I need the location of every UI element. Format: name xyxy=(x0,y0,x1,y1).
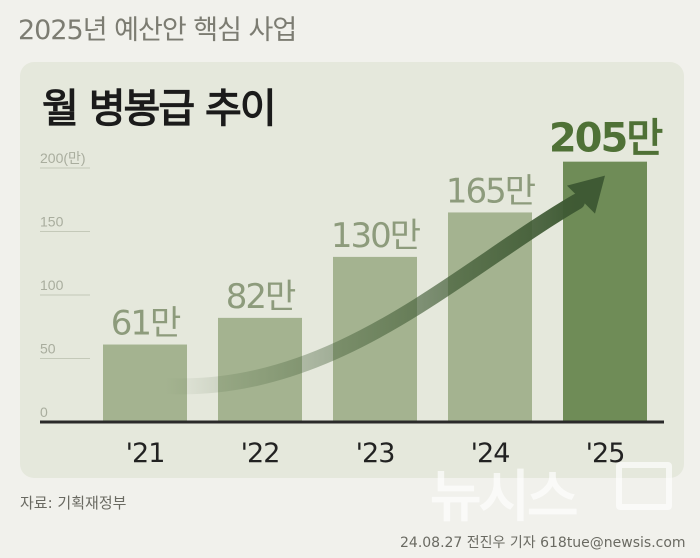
y-tick-label: 200(만) xyxy=(40,150,86,166)
value-label: 82만 xyxy=(226,277,296,317)
credit-line: 24.08.27 전진우 기자 618tue@newsis.com xyxy=(400,535,686,551)
x-tick-label: '21 xyxy=(126,438,165,469)
watermark-logo: 뉴시스 xyxy=(430,465,579,530)
value-label: 205만 xyxy=(549,116,663,162)
trend-arrow xyxy=(157,193,585,395)
x-tick-label: '23 xyxy=(356,438,395,469)
value-label: 165만 xyxy=(446,171,536,211)
value-label: 61만 xyxy=(111,304,181,344)
header-title: 2025년 예산안 핵심 사업 xyxy=(18,15,297,46)
trend-arrow-head xyxy=(567,175,605,214)
chart-title: 월 병봉급 추이 xyxy=(42,86,277,132)
y-tick-label: 50 xyxy=(40,341,56,357)
y-tick-label: 100 xyxy=(40,277,64,293)
value-label: 130만 xyxy=(331,216,421,256)
x-tick-label: '22 xyxy=(241,438,280,469)
x-tick-label: '24 xyxy=(471,438,510,469)
source-note: 자료: 기획재정부 xyxy=(20,494,127,512)
y-tick-label: 0 xyxy=(40,404,48,420)
y-tick-label: 150 xyxy=(40,214,64,230)
watermark-logo-mark xyxy=(616,462,672,510)
